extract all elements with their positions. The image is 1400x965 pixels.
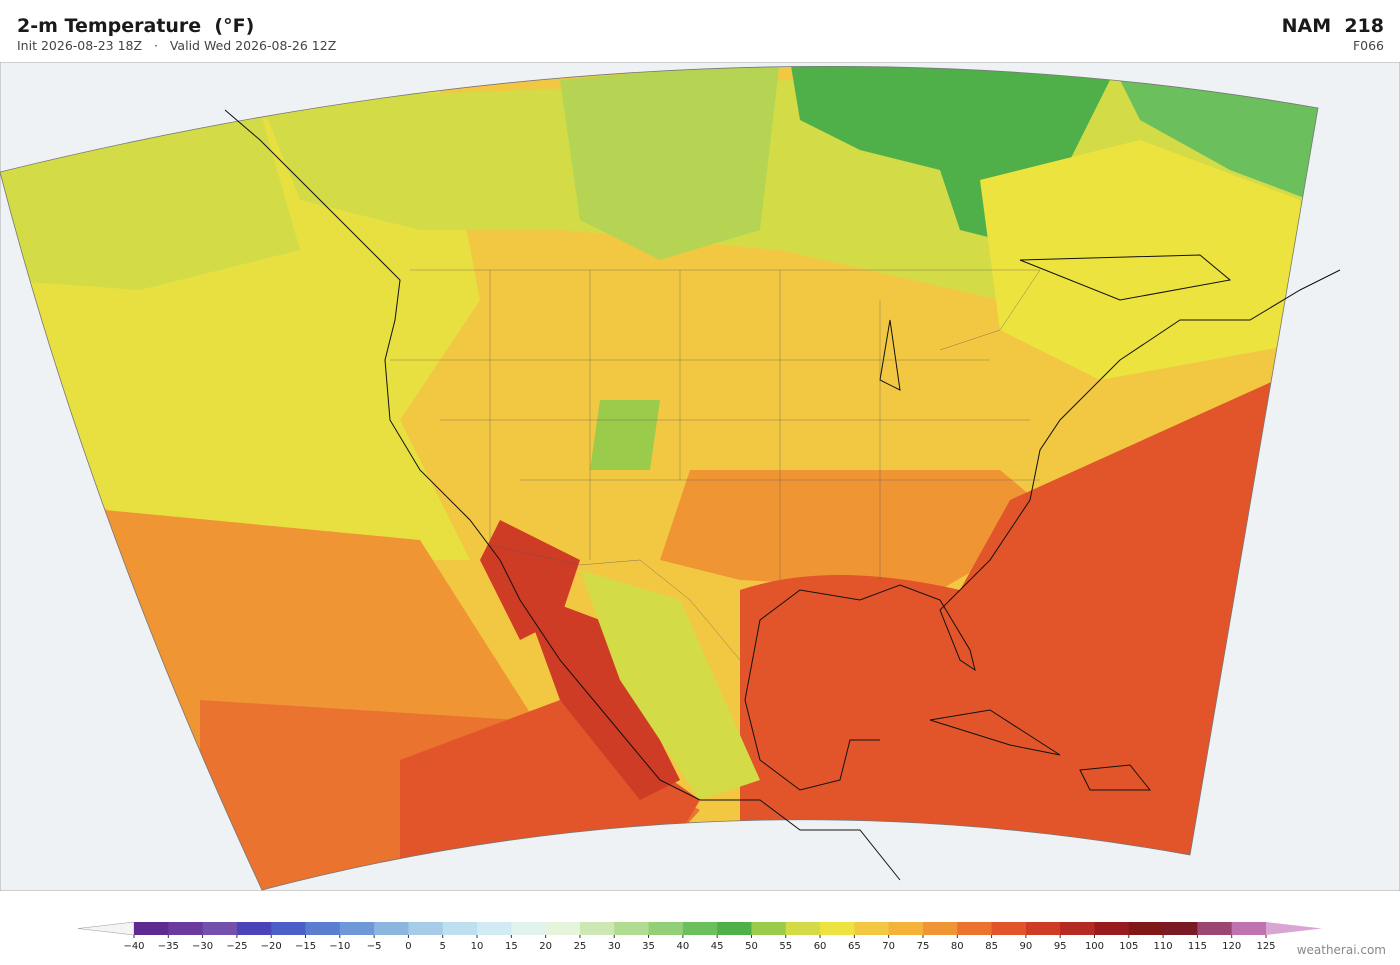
colorbar-tick-label: 60 (814, 941, 827, 952)
colorbar-under (77, 921, 135, 936)
colorbar-tick-label: 75 (917, 941, 930, 952)
colorbar-tick-label: −5 (367, 941, 382, 952)
model-label: NAM 218 (1281, 15, 1384, 37)
colorbar-bin (1025, 922, 1061, 935)
coastlines (224, 109, 1341, 881)
colorbar-tick-label: 125 (1256, 941, 1275, 952)
colorbar-bin (922, 922, 958, 935)
colorbar-bin (168, 922, 204, 935)
title: 2-m Temperature (°F) (17, 15, 255, 37)
colorbar-over (1266, 922, 1322, 935)
colorbar-tick-label: 45 (711, 941, 724, 952)
colorbar-tick-label: 65 (848, 941, 861, 952)
colorbar-bin (1128, 922, 1164, 935)
forecast-hour: F066 (1352, 38, 1384, 53)
colorbar-bin (888, 922, 924, 935)
colorbar-bin (751, 922, 787, 935)
colorbar-bin (1163, 922, 1198, 935)
colorbar-bin (134, 922, 169, 935)
colorbar-tick-label: −35 (158, 941, 179, 952)
colorbar-tick-label: 90 (1020, 941, 1033, 952)
colorbar-bin (682, 922, 718, 935)
colorbar-tick-label: 110 (1154, 941, 1173, 952)
colorbar-bin (991, 922, 1027, 935)
map (0, 62, 1400, 891)
colorbar-tick-label: 35 (642, 941, 655, 952)
colorbar-tick-label: 95 (1054, 941, 1067, 952)
colorbar-tick-label: 105 (1119, 941, 1138, 952)
colorbar-tick-label: 115 (1188, 941, 1207, 952)
colorbar-tick-label: 0 (405, 941, 411, 952)
subtitle: Init 2026-08-23 18Z · Valid Wed 2026-08-… (17, 38, 337, 53)
colorbar-tick-label: 80 (951, 941, 964, 952)
colorbar-bin (339, 922, 375, 935)
colorbar-bin (1094, 922, 1130, 935)
temperature-field (0, 66, 1318, 891)
colorbar-tick-label: 40 (676, 941, 689, 952)
colorbar-bin (579, 922, 615, 935)
colorbar-tick-label: 70 (882, 941, 895, 952)
colorbar-bin (648, 922, 684, 935)
colorbar-tick-label: −15 (295, 941, 316, 952)
colorbar-bin (442, 922, 478, 935)
colorbar-tick-label: 25 (574, 941, 587, 952)
colorbar-bin (1060, 922, 1095, 935)
colorbar-tick-label: 15 (505, 941, 518, 952)
colorbar-tick-label: −10 (329, 941, 350, 952)
borders (390, 269, 1041, 661)
colorbar-bin (271, 922, 307, 935)
colorbar-tick-label: −30 (192, 941, 213, 952)
credit: weatherai.com (1296, 943, 1386, 957)
colorbar-bin (477, 922, 512, 935)
colorbar-bin (820, 922, 855, 935)
colorbar-tick-label: −40 (123, 941, 144, 952)
colorbar-tick-label: 30 (608, 941, 621, 952)
colorbar-tick-label: 5 (440, 941, 446, 952)
colorbar-tick-label: 100 (1085, 941, 1104, 952)
colorbar-bin (374, 922, 409, 935)
colorbar-tick-label: 55 (779, 941, 792, 952)
colorbar-bin (1231, 922, 1267, 935)
colorbar-bin (854, 922, 890, 935)
domain-border (0, 65, 1319, 891)
colorbar-bin (305, 922, 341, 935)
colorbar-tick-label: −20 (261, 941, 282, 952)
colorbar-bin (202, 922, 238, 935)
colorbar-tick-label: 120 (1222, 941, 1241, 952)
colorbar-tick-label: 50 (745, 941, 758, 952)
colorbar-bin (511, 922, 547, 935)
colorbar-bin (614, 922, 650, 935)
colorbar-bin (408, 922, 444, 935)
colorbar-bin (1197, 922, 1233, 935)
colorbar-bin (236, 922, 272, 935)
colorbar-tick-label: 20 (539, 941, 552, 952)
colorbar-tick-label: 10 (471, 941, 484, 952)
colorbar-bin (545, 922, 581, 935)
colorbar-bin (785, 922, 821, 935)
colorbar: −40 −35 −30 −25 −20 −15 −10 −5 0 5 10 15 20 25 30 35 40 4… (77, 921, 1322, 952)
colorbar-tick-label: −25 (226, 941, 247, 952)
colorbar-tick-label: 85 (985, 941, 998, 952)
colorbar-bin (957, 922, 993, 935)
colorbar-bin (717, 922, 752, 935)
